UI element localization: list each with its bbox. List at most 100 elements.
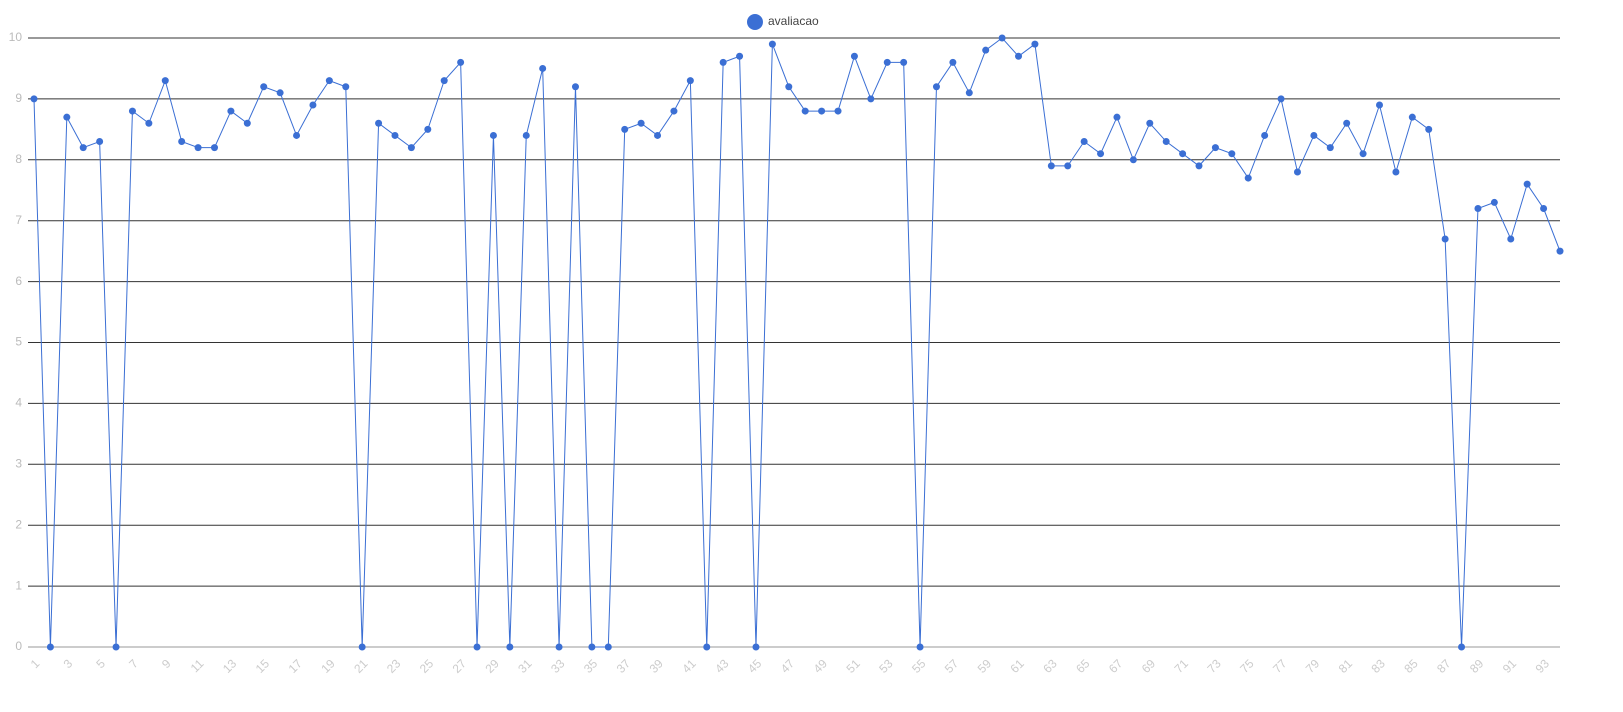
y-tick-label: 9 [15,91,22,105]
x-tick-label: 23 [384,656,404,676]
data-point [998,34,1006,42]
data-point [1310,131,1318,139]
y-tick-label: 3 [15,456,22,470]
data-point [1113,113,1121,121]
data-point [719,58,727,66]
x-tick-label: 3 [61,656,76,671]
y-tick-label: 8 [15,152,22,166]
data-point [1162,138,1170,146]
legend-label: avaliacao [768,14,819,28]
x-tick-label: 31 [515,656,535,676]
data-point [1080,138,1088,146]
data-point [1146,119,1154,127]
data-point [686,77,694,85]
data-point [457,58,465,66]
data-point [1408,113,1416,121]
data-point [539,64,547,72]
data-point [1376,101,1384,109]
x-tick-label: 69 [1139,656,1159,676]
data-point [424,125,432,133]
data-point [982,46,990,54]
x-tick-label: 85 [1401,656,1421,676]
data-point [194,144,202,152]
data-point [801,107,809,115]
data-point [768,40,776,48]
x-tick-label: 47 [778,656,798,676]
y-tick-label: 5 [15,335,22,349]
x-tick-label: 41 [679,656,699,676]
x-tick-label: 33 [548,656,568,676]
data-point [506,643,514,651]
x-tick-label: 71 [1172,656,1192,676]
data-point [621,125,629,133]
data-point [407,144,415,152]
data-point [1523,180,1531,188]
data-point [260,83,268,91]
x-tick-label: 7 [126,656,141,671]
data-point [30,95,38,103]
x-tick-label: 73 [1204,656,1224,676]
data-point [850,52,858,60]
y-tick-label: 2 [15,517,22,531]
x-tick-label: 29 [482,656,502,676]
data-point [900,58,908,66]
data-point [1540,205,1548,213]
data-point [522,131,530,139]
x-tick-label: 57 [942,656,962,676]
data-point [916,643,924,651]
legend-marker [747,14,763,30]
data-point [1179,150,1187,158]
data-point [785,83,793,91]
y-tick-label: 7 [15,213,22,227]
data-point [178,138,186,146]
x-tick-label: 63 [1040,656,1060,676]
data-point [883,58,891,66]
data-point [309,101,317,109]
data-point [1031,40,1039,48]
x-tick-label: 21 [351,656,371,676]
data-point [834,107,842,115]
x-tick-label: 15 [253,656,273,676]
x-tick-label: 27 [450,656,470,676]
x-tick-label: 75 [1237,656,1257,676]
data-point [703,643,711,651]
data-point [276,89,284,97]
data-point [654,131,662,139]
x-tick-label: 19 [318,656,338,676]
data-point [1211,144,1219,152]
x-tick-label: 83 [1369,656,1389,676]
data-point [473,643,481,651]
data-point [752,643,760,651]
data-point [818,107,826,115]
data-point [1261,131,1269,139]
x-tick-label: 25 [417,656,437,676]
data-point [1556,247,1564,255]
data-point [63,113,71,121]
data-point [1425,125,1433,133]
y-tick-label: 4 [15,396,22,410]
x-tick-label: 87 [1434,656,1454,676]
data-point [145,119,153,127]
x-tick-label: 5 [93,656,108,671]
data-point [932,83,940,91]
x-tick-label: 39 [647,656,667,676]
data-point [1326,144,1334,152]
x-tick-label: 37 [614,656,634,676]
x-tick-label: 13 [220,656,240,676]
data-point [867,95,875,103]
x-tick-label: 1 [28,656,43,671]
data-point [1228,150,1236,158]
data-point [1293,168,1301,176]
data-point [588,643,596,651]
x-tick-label: 35 [581,656,601,676]
data-point [375,119,383,127]
x-tick-label: 67 [1106,656,1126,676]
data-point [604,643,612,651]
data-point [227,107,235,115]
data-point [1244,174,1252,182]
data-point [637,119,645,127]
data-point [46,643,54,651]
x-tick-label: 61 [1008,656,1028,676]
data-point [1195,162,1203,170]
y-tick-label: 10 [9,30,23,44]
